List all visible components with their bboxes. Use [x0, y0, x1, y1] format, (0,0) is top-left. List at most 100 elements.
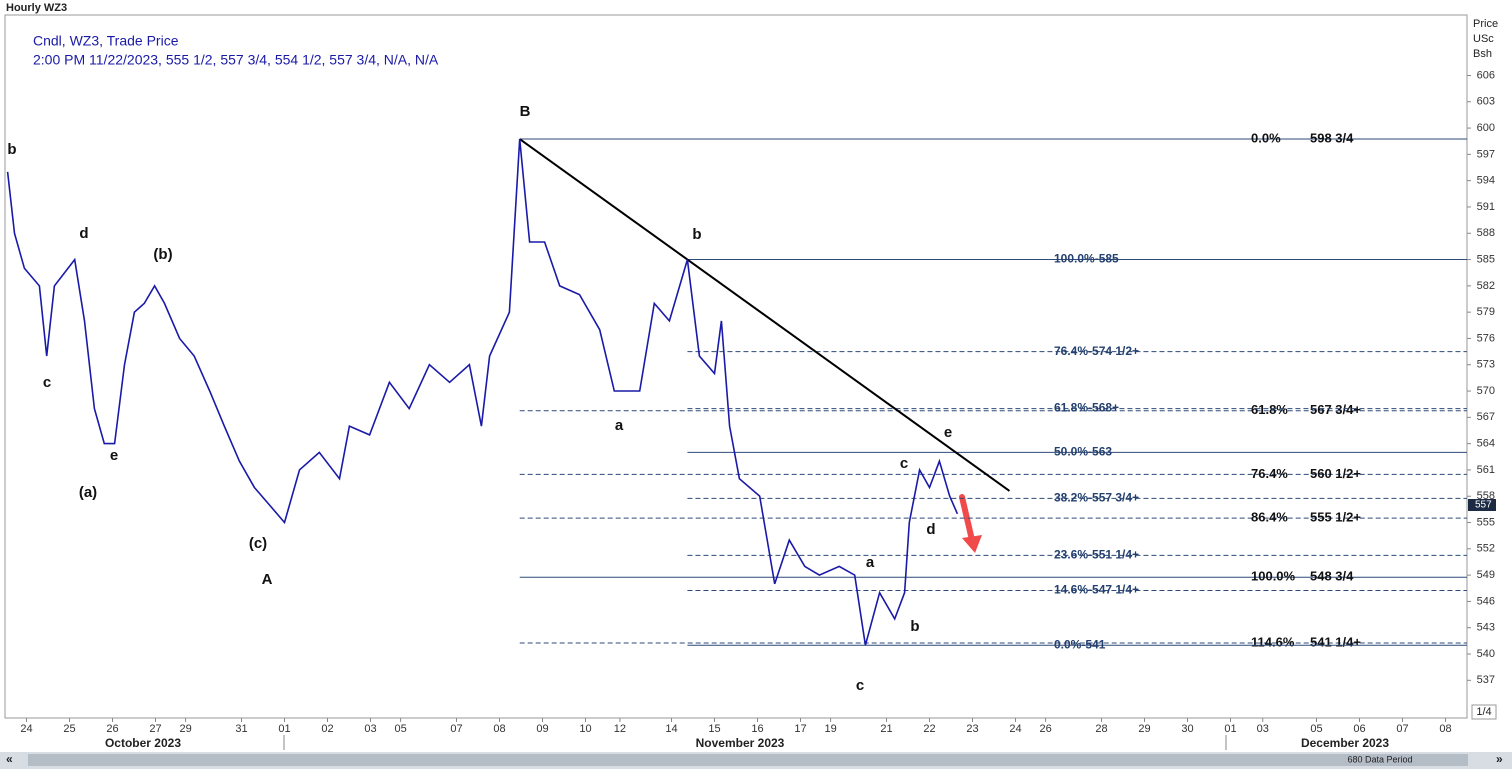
price-line [6, 138, 959, 646]
fib-price: 541 1/4+ [1310, 634, 1361, 649]
x-tick-label: 31 [235, 723, 247, 735]
y-tick-label: 546 [1477, 595, 1495, 607]
y-tick-label: 582 [1477, 280, 1495, 292]
scroll-thumb[interactable] [28, 754, 1468, 766]
y-tick-label: 573 [1477, 359, 1495, 371]
wave-label: c [43, 374, 51, 391]
arrow-head [962, 535, 982, 553]
y-tick-label: 579 [1477, 306, 1495, 318]
legend-line: 2:00 PM 11/22/2023, 555 1/2, 557 3/4, 55… [33, 52, 439, 68]
y-tick-label: 603 [1477, 96, 1495, 108]
y-tick-label: 537 [1477, 674, 1495, 686]
y-tick-label: 555 [1477, 516, 1495, 528]
wave-label: b [7, 141, 16, 158]
axis-header: Price [1473, 18, 1498, 30]
x-tick-label: 17 [794, 723, 806, 735]
x-tick-label: 25 [63, 723, 75, 735]
legend-line: Cndl, WZ3, Trade Price [33, 33, 179, 49]
fib-pct: 76.4% [1251, 466, 1288, 481]
wave-label: A [262, 571, 273, 588]
axis-header: Bsh [1473, 48, 1492, 60]
x-tick-label: 26 [1039, 723, 1051, 735]
x-tick-label: 03 [1257, 723, 1269, 735]
current-price-box [1468, 498, 1496, 511]
plot-frame [4, 14, 1468, 719]
wave-label: (b) [153, 246, 172, 263]
x-tick-label: 06 [1353, 723, 1365, 735]
x-tick-label: 14 [665, 723, 677, 735]
month-label: December 2023 [1301, 736, 1389, 750]
scroll-left[interactable]: « [6, 752, 13, 766]
fib-pct: 114.6% [1251, 634, 1295, 649]
wave-label: c [856, 677, 864, 694]
arrow-shaft [959, 494, 975, 543]
y-tick-label: 600 [1477, 122, 1495, 134]
axis-header: USc [1473, 33, 1494, 45]
month-label: November 2023 [696, 736, 785, 750]
y-tick-label: 567 [1477, 411, 1495, 423]
y-tick-label: 591 [1477, 201, 1495, 213]
y-tick-label: 606 [1477, 69, 1495, 81]
wave-label: (a) [79, 484, 97, 501]
wave-label: a [615, 417, 624, 434]
fib-price: 567 3/4+ [1310, 402, 1361, 417]
fib-label: 14.6%-547 1/4+ [1054, 583, 1139, 597]
x-tick-label: 21 [880, 723, 892, 735]
x-tick-label: 03 [364, 723, 376, 735]
wave-label: b [692, 226, 701, 243]
fib-label: 76.4%-574 1/2+ [1054, 344, 1139, 358]
fib-label: 61.8%-568+ [1054, 401, 1119, 415]
wave-label: B [520, 103, 531, 120]
fib-label: 100.0%-585 [1054, 252, 1119, 266]
y-tick-label: 597 [1477, 148, 1495, 160]
month-label: October 2023 [105, 736, 181, 750]
x-tick-label: 10 [579, 723, 591, 735]
scroll-right[interactable]: » [1496, 752, 1503, 766]
y-tick-label: 570 [1477, 385, 1495, 397]
trendline [519, 138, 1011, 492]
fib-price: 560 1/2+ [1310, 466, 1361, 481]
x-tick-label: 27 [149, 723, 161, 735]
fib-price: 555 1/2+ [1310, 510, 1361, 525]
corner-label: 1/4 [1476, 706, 1491, 718]
x-tick-label: 28 [1095, 723, 1107, 735]
corner-box [1471, 704, 1497, 720]
wave-label: d [926, 521, 935, 538]
x-tick-label: 08 [1439, 723, 1451, 735]
x-tick-label: 07 [1396, 723, 1408, 735]
y-tick-label: 561 [1477, 464, 1495, 476]
fib-price: 548 3/4 [1310, 569, 1354, 584]
wave-label: c [900, 455, 908, 472]
x-tick-label: 07 [450, 723, 462, 735]
x-tick-label: 26 [106, 723, 118, 735]
x-tick-label: 29 [179, 723, 191, 735]
x-tick-label: 05 [394, 723, 406, 735]
y-tick-label: 540 [1477, 648, 1495, 660]
wave-label: e [944, 424, 952, 441]
data-period: 680 Data Period [1347, 754, 1412, 764]
x-tick-label: 22 [923, 723, 935, 735]
y-tick-label: 552 [1477, 543, 1495, 555]
fib-label: 0.0%-541 [1054, 637, 1106, 651]
y-tick-label: 585 [1477, 253, 1495, 265]
current-price-label: 557 [1475, 500, 1492, 511]
fib-price: 598 3/4 [1310, 130, 1354, 145]
x-tick-label: 02 [321, 723, 333, 735]
y-tick-label: 564 [1477, 438, 1495, 450]
x-tick-label: 16 [751, 723, 763, 735]
y-tick-label: 576 [1477, 332, 1495, 344]
wave-label: a [866, 554, 875, 571]
x-tick-label: 24 [1009, 723, 1021, 735]
x-tick-label: 01 [278, 723, 290, 735]
wave-label: b [910, 618, 919, 635]
x-tick-label: 29 [1138, 723, 1150, 735]
x-tick-label: 30 [1181, 723, 1193, 735]
chart-title: Hourly WZ3 [6, 2, 67, 14]
y-tick-label: 549 [1477, 569, 1495, 581]
x-tick-label: 09 [536, 723, 548, 735]
x-tick-label: 24 [20, 723, 32, 735]
wave-label: d [79, 225, 88, 242]
y-tick-label: 588 [1477, 227, 1495, 239]
